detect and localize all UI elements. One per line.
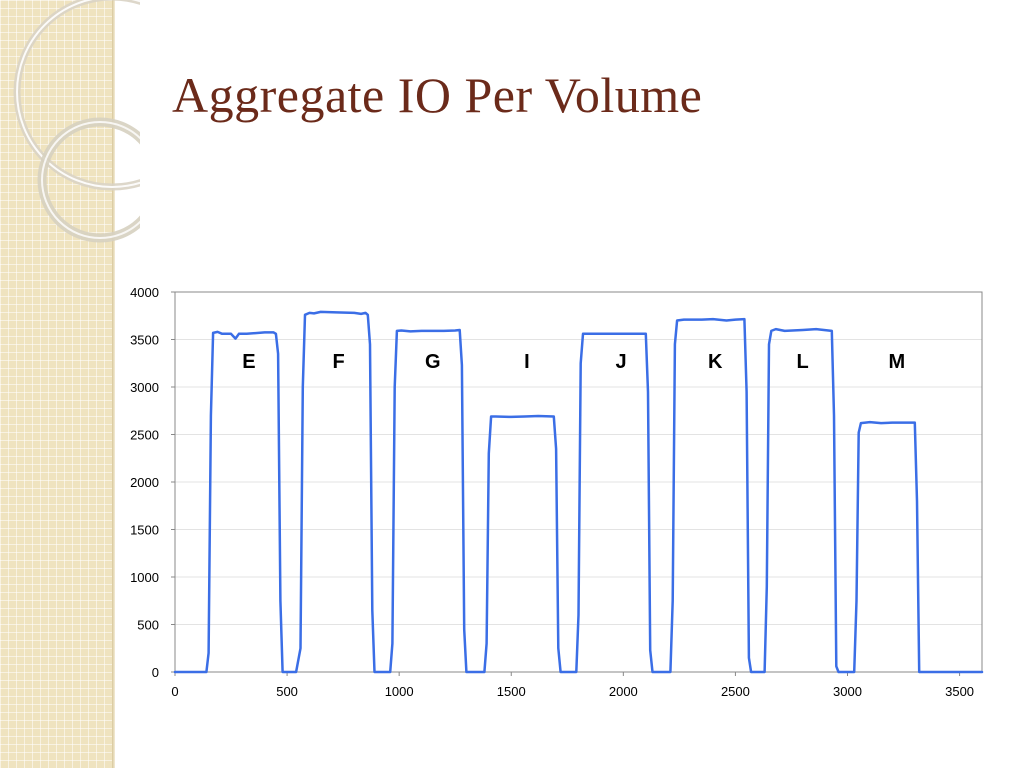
decorative-side-panel <box>0 0 112 768</box>
y-tick-label: 4000 <box>130 285 159 300</box>
x-axis-tick-labels: 0 500 1000 1500 2000 2500 3000 3500 <box>171 672 974 699</box>
x-tick-label: 1000 <box>385 684 414 699</box>
y-tick-label: 2500 <box>130 428 159 443</box>
x-tick-label: 500 <box>276 684 298 699</box>
volume-label-f: F <box>333 351 345 373</box>
volume-label-k: K <box>708 351 723 373</box>
series-lines <box>173 310 984 674</box>
y-tick-label: 0 <box>152 665 159 680</box>
volume-label-e: E <box>242 351 255 373</box>
x-tick-label: 2500 <box>721 684 750 699</box>
x-tick-label: 0 <box>171 684 178 699</box>
volume-label-g: G <box>425 351 441 373</box>
volume-label-j: J <box>616 351 627 373</box>
series-line-0 <box>173 310 984 674</box>
volume-label-l: L <box>797 351 809 373</box>
volume-label-m: M <box>888 351 905 373</box>
y-axis-tick-labels: 0 500 1000 1500 2000 2500 3000 3500 4000 <box>130 285 175 680</box>
x-tick-label: 3000 <box>833 684 862 699</box>
x-tick-label: 1500 <box>497 684 526 699</box>
y-tick-label: 500 <box>137 618 159 633</box>
y-tick-label: 3000 <box>130 380 159 395</box>
side-panel-edge <box>112 0 115 768</box>
x-tick-label: 2000 <box>609 684 638 699</box>
y-tick-label: 2000 <box>130 475 159 490</box>
decorative-rings <box>13 0 140 243</box>
y-tick-label: 1000 <box>130 570 159 585</box>
x-tick-label: 3500 <box>945 684 974 699</box>
y-tick-label: 1500 <box>130 523 159 538</box>
slide-title: Aggregate IO Per Volume <box>172 67 703 123</box>
volume-label-i: I <box>524 351 530 373</box>
y-tick-label: 3500 <box>130 333 159 348</box>
